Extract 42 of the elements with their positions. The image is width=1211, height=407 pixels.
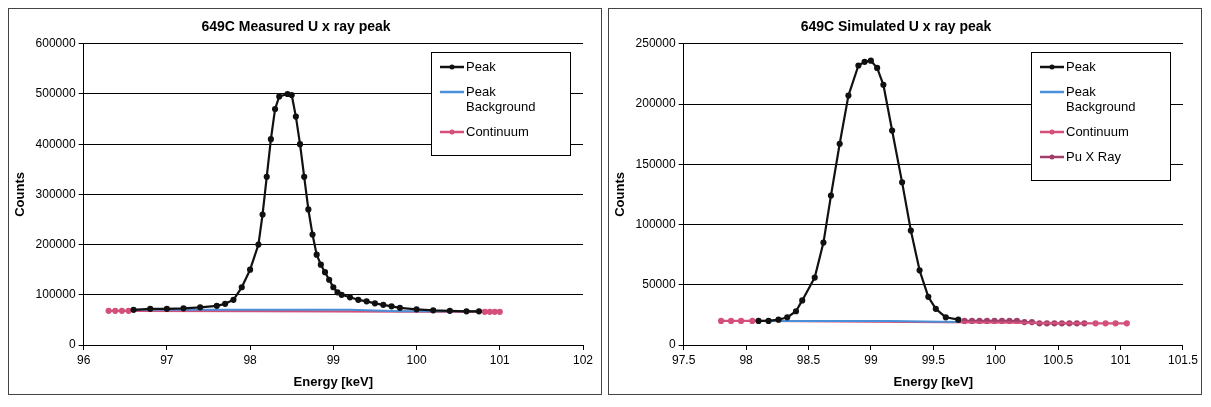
y-tick-label: 50000 (642, 277, 676, 292)
y-tick-label: 150000 (635, 156, 676, 171)
y-tick-label: 100000 (635, 216, 676, 231)
legend-label: Peak Background (1066, 83, 1137, 114)
y-axis-title: Counts (12, 172, 28, 217)
y-tick-label: 0 (68, 337, 76, 352)
legend-label: Continuum (1066, 123, 1129, 139)
x-tick-label: 101 (1110, 352, 1131, 367)
y-tick-label: 100000 (35, 287, 76, 302)
y-tick-label: 250000 (635, 36, 676, 51)
x-axis-title: Energy [keV] (893, 373, 974, 389)
x-tick-label: 100.5 (1043, 352, 1074, 367)
y-tick-label: 500000 (35, 86, 76, 101)
x-axis-title: Energy [keV] (293, 373, 374, 389)
y-tick-label: 0 (668, 337, 676, 352)
y-axis-title: Counts (612, 172, 628, 217)
x-tick-label: 98 (243, 352, 258, 367)
y-tick-label: 200000 (635, 96, 676, 111)
x-tick-label: 97 (160, 352, 174, 367)
x-tick-label: 102 (572, 352, 594, 367)
x-tick-label: 100 (406, 352, 427, 367)
x-tick-label: 101 (489, 352, 511, 367)
x-tick-label: 98.5 (796, 352, 821, 367)
legend-label: Pu X Ray (1066, 148, 1121, 164)
chart-title: 649C Simulated U x ray peak (800, 18, 992, 35)
y-tick-label: 400000 (35, 136, 76, 151)
legend-label: Continuum (466, 123, 529, 139)
y-tick-label: 200000 (35, 236, 76, 251)
legend-label: Peak (1066, 58, 1096, 74)
y-tick-label: 300000 (35, 186, 76, 201)
legend-label: Peak Background (466, 83, 537, 114)
y-tick-label: 600000 (35, 36, 76, 51)
chart-title: 649C Measured U x ray peak (201, 18, 391, 35)
x-tick-label: 98 (739, 352, 754, 367)
x-tick-label: 97.5 (671, 352, 696, 367)
legend-label: Peak (466, 58, 496, 74)
x-tick-label: 99 (864, 352, 878, 367)
x-tick-label: 99 (326, 352, 341, 367)
x-tick-label: 101.5 (1167, 352, 1199, 367)
x-tick-label: 96 (76, 352, 91, 367)
x-tick-label: 99.5 (921, 352, 946, 367)
x-tick-label: 100 (985, 352, 1007, 367)
